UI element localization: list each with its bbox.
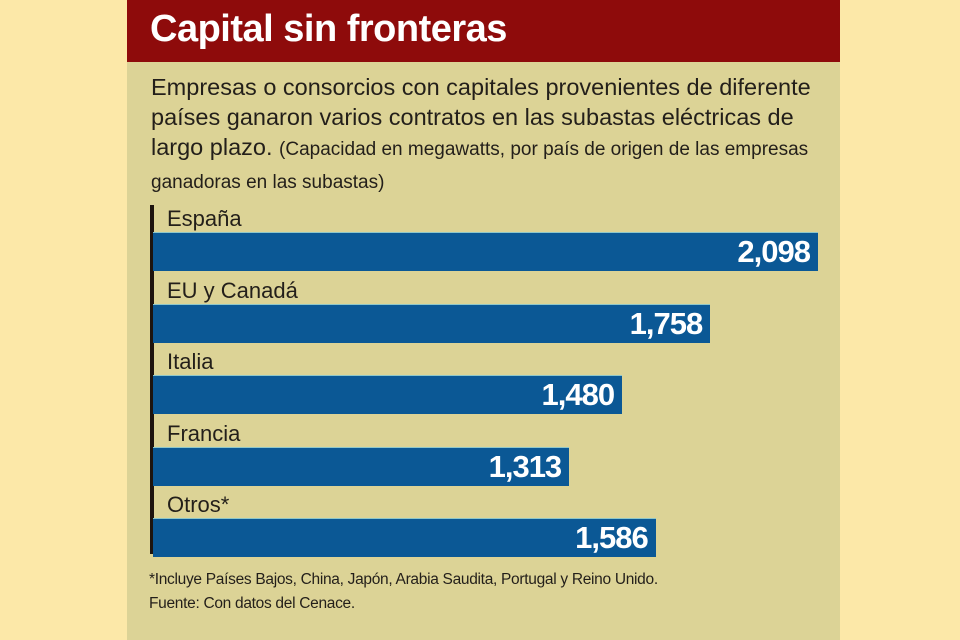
category-label: Francia [167, 420, 241, 446]
subtitle-note: (Capacidad en megawatts, por país de ori… [151, 139, 809, 193]
value-label: 2,098 [737, 234, 811, 269]
bar: 2,098 [153, 233, 818, 271]
chart-title: Capital sin fronteras [150, 8, 507, 50]
bar: 1,758 [153, 304, 711, 343]
category-label: España [167, 206, 242, 231]
footnotes: *Incluye Países Bajos, China, Japón, Ara… [149, 568, 658, 616]
value-label: 1,758 [629, 305, 704, 341]
value-label: 1,313 [488, 448, 563, 484]
infographic-panel: Capital sin fronteras Empresas o consorc… [127, 0, 840, 640]
y-axis-line [150, 205, 154, 554]
value-label: 1,586 [575, 520, 649, 555]
title-banner: Capital sin fronteras [127, 0, 840, 62]
bar: 1,313 [153, 447, 570, 486]
category-label: EU y Canadá [167, 277, 298, 303]
source-note: Fuente: Con datos del Cenace. [149, 595, 355, 612]
subtitle-main: Empresas o consorcios con capitales prov… [151, 74, 811, 160]
category-label: Otros* [167, 492, 230, 517]
value-label: 1,480 [541, 377, 616, 412]
footnote: *Incluye Países Bajos, China, Japón, Ara… [149, 571, 658, 588]
bar: 1,586 [153, 519, 656, 557]
bar: 1,480 [153, 376, 623, 414]
category-label: Italia [167, 349, 214, 374]
chart-subtitle: Empresas o consorcios con capitales prov… [151, 72, 831, 198]
